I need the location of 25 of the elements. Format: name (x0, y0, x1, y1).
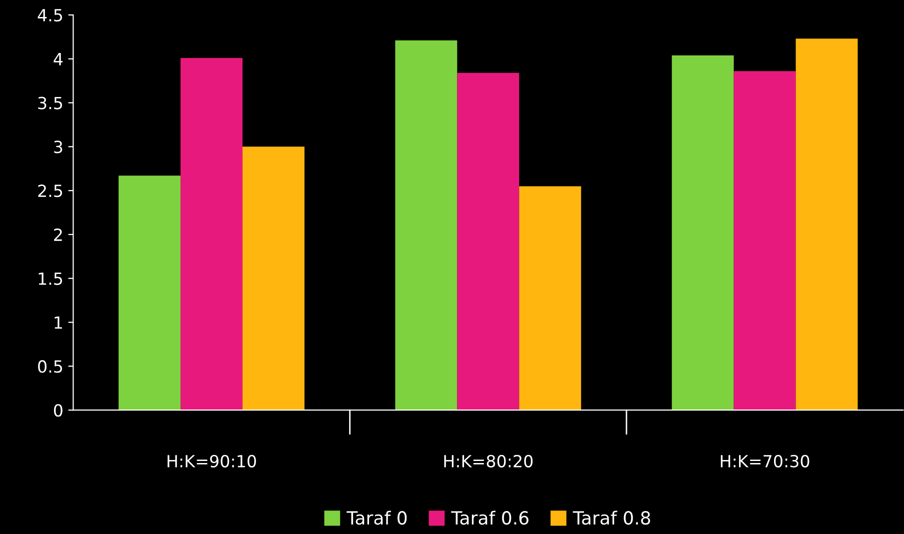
bar (457, 72, 520, 410)
bar (242, 146, 304, 410)
y-tick-label: 3.5 (38, 96, 62, 110)
x-tick-label: H:K=80:20 (444, 454, 533, 468)
y-tick-label: 1 (54, 316, 62, 329)
legend-label: Taraf 0.6 (451, 510, 528, 525)
bar (180, 58, 243, 410)
y-tick-label: 2.5 (38, 184, 62, 198)
bar (796, 38, 858, 410)
x-tick-label: H:K=70:30 (720, 454, 810, 468)
y-tick-label: 0 (54, 404, 62, 417)
legend-label: Taraf 0.8 (572, 510, 650, 525)
bar (519, 186, 582, 410)
bar (395, 40, 458, 410)
x-tick-label: H:K=90:10 (168, 454, 256, 468)
bar (672, 55, 734, 410)
bar (118, 176, 181, 410)
legend-label: Taraf 0 (346, 510, 407, 525)
y-tick-label: 1.5 (38, 272, 62, 285)
y-tick-label: 4 (54, 53, 63, 66)
y-tick-label: 0.5 (38, 360, 62, 373)
y-tick-label: 4.5 (38, 9, 62, 22)
bar (734, 71, 796, 410)
y-tick-label: 3 (54, 140, 62, 154)
y-tick-label: 2 (54, 228, 62, 241)
